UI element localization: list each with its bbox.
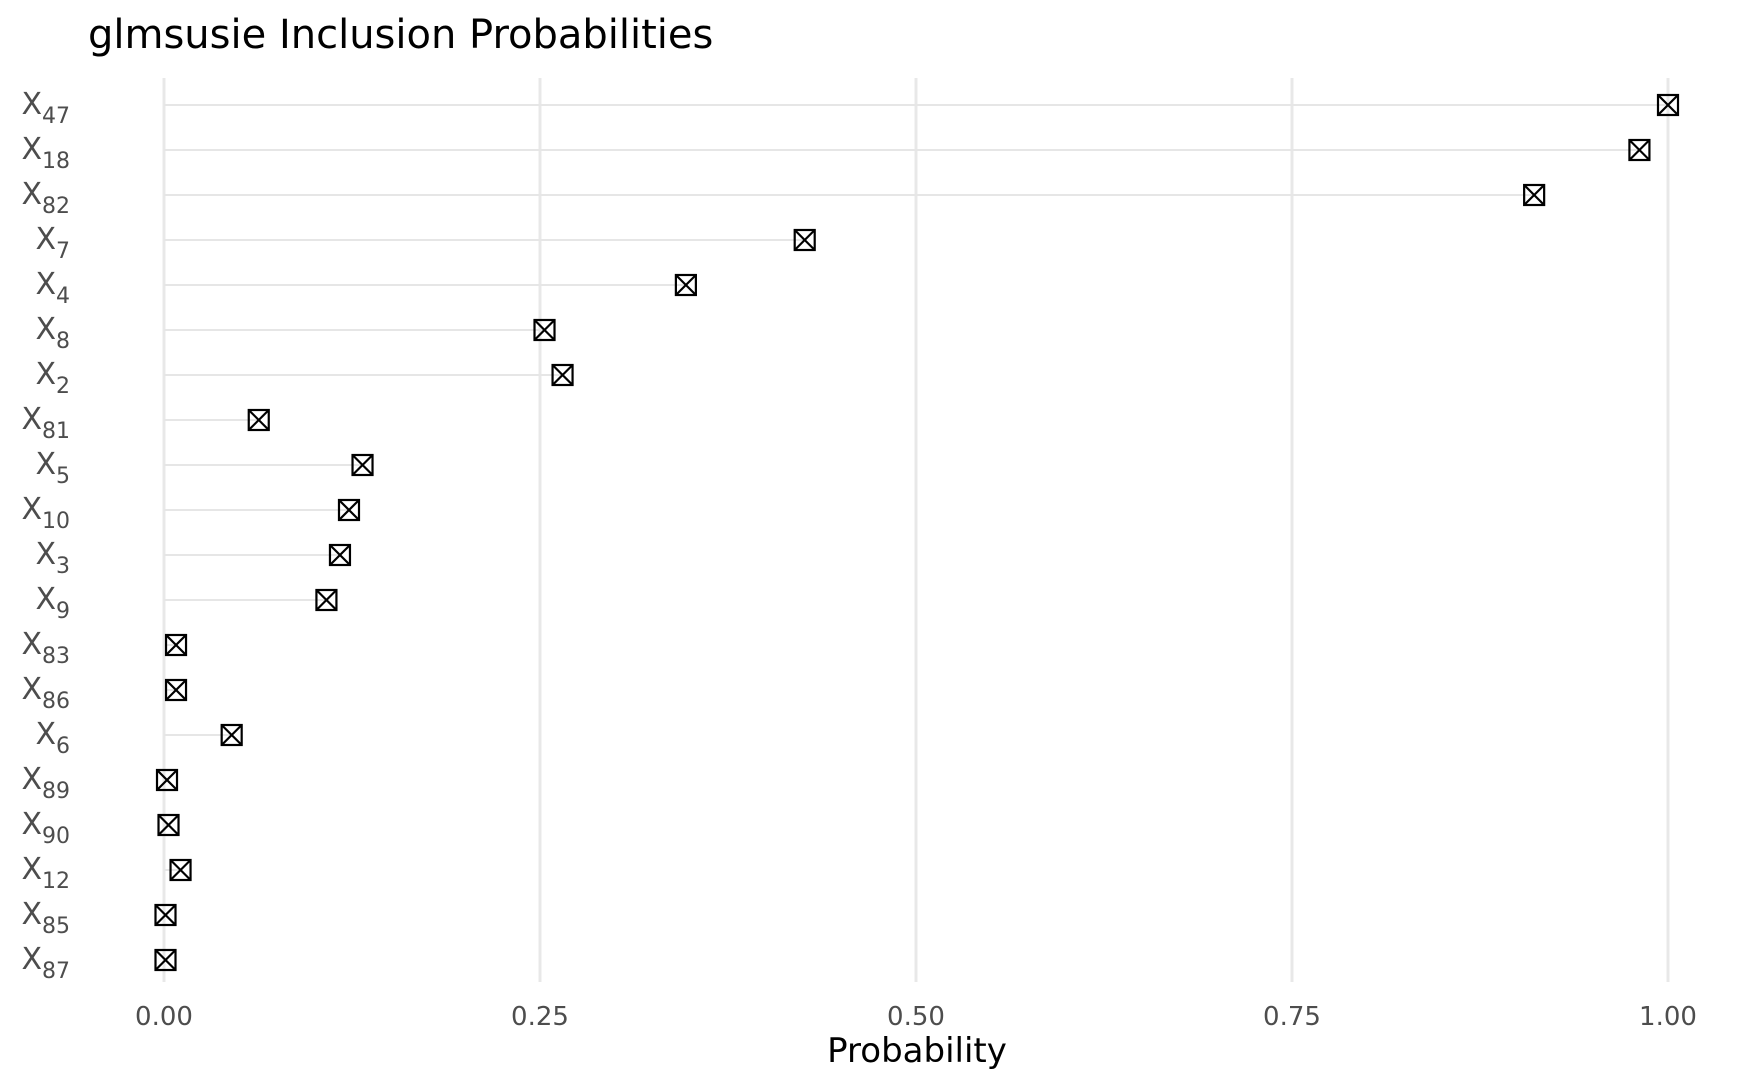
x-tick-label: 0.50 [887,1002,945,1032]
x-tick-label: 1.00 [1639,1002,1697,1032]
y-tick-label-subscript: 12 [42,869,70,894]
y-tick-label-subscript: 85 [42,914,70,939]
y-tick-label-subscript: 6 [56,734,70,759]
y-tick-label-base: X [21,897,42,932]
y-tick-label-base: X [21,762,42,797]
y-tick-label: X83 [21,627,70,669]
y-tick-label-base: X [21,807,42,842]
y-tick-label-subscript: 3 [56,554,70,579]
y-tick-label-subscript: 5 [56,464,70,489]
y-tick-label: X87 [21,942,70,984]
y-tick-label-base: X [21,852,42,887]
y-tick-label-base: X [35,537,56,572]
data-point-marker [1523,183,1546,207]
y-tick-label: X18 [21,132,70,174]
data-point-marker [154,903,177,927]
y-tick-label-base: X [21,492,42,527]
data-point-marker [337,498,361,522]
y-tick-label-base: X [35,267,56,302]
y-tick-label-base: X [21,942,42,977]
y-tick-label-base: X [21,672,42,707]
data-point-marker [164,678,188,702]
data-point-marker [1656,93,1680,117]
y-tick-label-subscript: 8 [56,329,70,354]
y-tick-label-base: X [35,312,56,347]
x-axis-label: Probability [827,1031,1007,1071]
y-tick-label: X4 [35,267,70,309]
data-point-marker [154,948,177,972]
data-point-marker [164,633,188,657]
data-point-marker [793,228,816,252]
y-tick-label: X12 [21,852,70,894]
y-tick-label: X82 [21,177,70,219]
y-tick-label: X7 [35,222,70,264]
y-tick-label-base: X [21,132,42,167]
y-tick-label: X5 [35,447,70,489]
y-tick-label-base: X [35,447,56,482]
y-tick-label-subscript: 87 [42,959,70,984]
y-tick-label: X90 [21,807,70,849]
data-point-marker [247,408,270,432]
data-point-marker [674,273,697,297]
data-point-marker [315,588,338,612]
y-tick-label-subscript: 83 [42,644,70,669]
y-tick-label: X47 [21,87,70,129]
data-point-marker [157,813,180,837]
y-tick-label-base: X [21,87,42,122]
data-point-marker [155,768,179,792]
data-point-marker [533,318,556,342]
y-tick-label: X10 [21,492,70,534]
y-tick-label: X81 [21,402,70,444]
y-tick-label: X3 [35,537,70,579]
y-tick-label-subscript: 90 [42,824,70,849]
data-point-marker [1628,138,1651,162]
x-tick-label: 0.25 [511,1002,569,1032]
y-tick-label-base: X [21,177,42,212]
data-point-marker [351,453,374,477]
y-tick-label: X8 [35,312,70,354]
y-tick-label: X85 [21,897,70,939]
y-tick-label-subscript: 7 [56,239,70,264]
x-axis-tick-labels: 0.00 0.25 0.50 0.75 1.00 [135,1002,1697,1032]
data-point-marker [551,363,574,387]
y-tick-label-subscript: 2 [56,374,70,399]
y-tick-label: X2 [35,357,70,399]
y-tick-label: X89 [21,762,70,804]
y-tick-label-base: X [21,627,42,662]
x-tick-label: 0.75 [1263,1002,1321,1032]
y-tick-label-subscript: 10 [42,509,70,534]
y-tick-label-subscript: 47 [42,104,70,129]
y-tick-label: X86 [21,672,70,714]
y-tick-label-subscript: 18 [42,149,70,174]
x-gridlines [162,78,1670,982]
x-tick-label: 0.00 [135,1002,193,1032]
data-point-marker [220,723,243,747]
y-tick-label-subscript: 9 [56,599,70,624]
y-axis-tick-labels: X47X18X82X7X4X8X2X81X5X10X3X9X83X86X6X89… [21,87,70,984]
chart-title: glmsusie Inclusion Probabilities [88,12,713,58]
y-tick-label-subscript: 82 [42,194,70,219]
y-tick-label-base: X [35,222,56,257]
y-tick-label-subscript: 89 [42,779,70,804]
data-point-marker [328,543,352,567]
y-tick-label-subscript: 81 [42,419,70,444]
y-tick-label-base: X [21,402,42,437]
y-tick-label: X9 [35,582,70,624]
y-tick-label-base: X [35,582,56,617]
y-tick-label-base: X [35,717,56,752]
y-tick-label-subscript: 86 [42,689,70,714]
y-tick-label-subscript: 4 [56,284,70,309]
data-point-marker [169,858,192,882]
point-stems [164,104,1668,961]
y-tick-label-base: X [35,357,56,392]
data-points [154,93,1680,972]
y-tick-label: X6 [35,717,70,759]
